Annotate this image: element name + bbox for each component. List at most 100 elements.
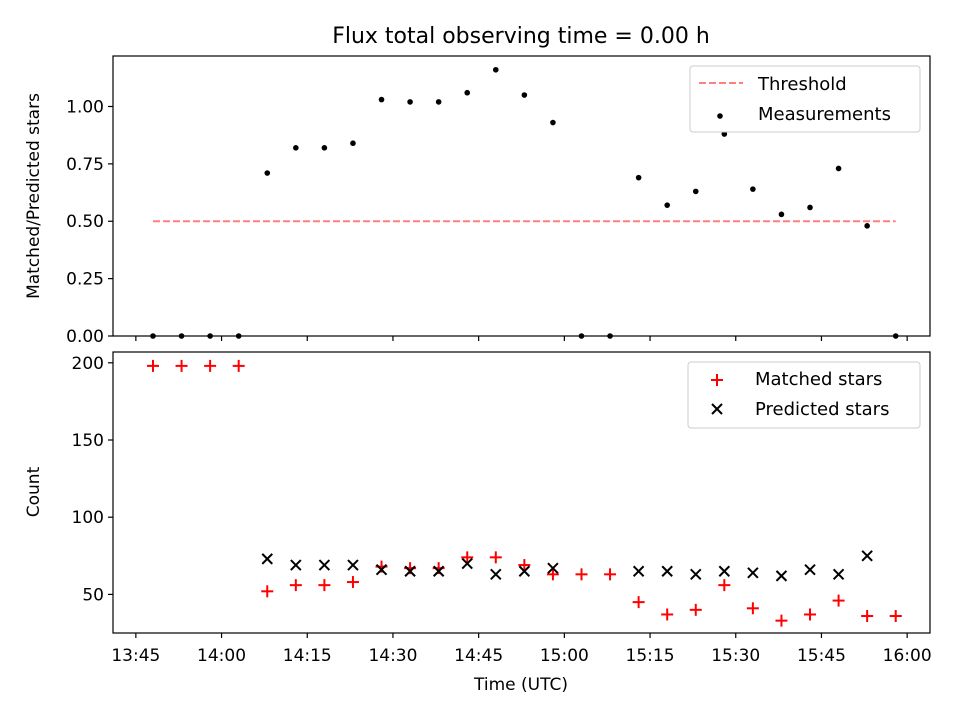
bottom-y-tick-label: 100 [72, 508, 104, 528]
legend-measurements-swatch [717, 113, 723, 119]
bottom-y-axis-label: Count [24, 466, 44, 517]
top-x-ticks [135, 336, 908, 341]
x-tick-label: 15:00 [540, 646, 589, 666]
bottom-y-tick-label: 50 [82, 585, 104, 605]
matched-star-point [232, 359, 245, 372]
measurement-point [778, 211, 785, 218]
matched-star-point [489, 551, 502, 564]
matched-star-point [546, 568, 559, 581]
top-y-tick-label: 0.00 [66, 327, 104, 347]
predicted-star-point [832, 568, 845, 581]
measurement-point [264, 170, 271, 176]
measurement-point [464, 89, 471, 96]
predicted-star-point [804, 563, 816, 576]
top-legend-box [689, 65, 921, 133]
predicted-star-point [261, 553, 273, 565]
x-tick-label: 15:30 [711, 646, 760, 666]
predicted-star-point [518, 565, 531, 577]
x-tick-label: 14:15 [283, 646, 332, 666]
legend-measurements-label: Measurements [758, 104, 891, 125]
top-y-tick-label: 0.25 [66, 270, 104, 290]
measurement-point [607, 333, 613, 339]
matched-star-point [204, 359, 217, 372]
bottom-y-tick-label: 150 [72, 431, 104, 451]
predicted-star-point [404, 565, 416, 577]
bottom-x-ticks: 13:45 14:00 14:15 14:30 14:45 15:00 15:15 15:30… [111, 633, 932, 666]
matched-star-point [146, 359, 159, 372]
predicted-star-point [861, 550, 873, 562]
top-plot-frame [112, 55, 931, 337]
matched-star-point [832, 594, 845, 607]
predicted-star-point [375, 563, 388, 576]
x-tick-label: 14:30 [368, 646, 417, 666]
measurement-point [207, 333, 213, 339]
measurement-point [293, 145, 299, 151]
predicted-star-point [432, 565, 445, 577]
chart-title: Flux total observing time = 0.00 h [332, 24, 710, 49]
bottom-plot-area: 50 100 150 200 13:45 14:00 14:15 14:30 14:45 15:… [72, 351, 932, 666]
bottom-y-ticks: 50 100 150 200 [72, 354, 113, 605]
x-tick-label: 13:45 [111, 646, 160, 666]
top-plot-area: 0.00 0.25 0.50 0.75 1.00 Threshold Measureme… [66, 55, 931, 347]
x-axis-label: Time (UTC) [473, 675, 568, 695]
matched-star-point [575, 568, 588, 581]
top-legend: Threshold Measurements [689, 65, 921, 133]
x-tick-label: 15:45 [797, 646, 846, 666]
measurement-point [892, 333, 899, 339]
predicted-star-point [661, 565, 673, 577]
top-y-ticks: 0.00 0.25 0.50 0.75 1.00 [66, 97, 113, 347]
top-y-axis-label: Matched/Predicted stars [24, 93, 44, 299]
matched-star-point [632, 596, 645, 609]
predicted-star-point [461, 557, 473, 570]
measurement-point [521, 92, 528, 98]
measurement-point [150, 333, 156, 339]
predicted-star-point [775, 570, 788, 582]
matched-star-point [261, 585, 274, 598]
matched-star-point [861, 610, 874, 623]
measurement-point [178, 333, 185, 339]
legend-matched-label: Matched stars [755, 369, 882, 390]
predicted-star-point [690, 568, 702, 581]
top-data-marks [150, 66, 899, 339]
predicted-star-point [490, 568, 502, 581]
measurement-point [807, 204, 813, 211]
matched-star-point [175, 359, 188, 372]
top-y-tick-label: 1.00 [66, 97, 104, 117]
predicted-star-point [718, 565, 731, 577]
measurement-point [378, 96, 385, 103]
matched-star-point [689, 603, 702, 616]
measurement-point [321, 145, 328, 151]
predicted-star-point [318, 559, 331, 571]
bottom-plot-frame [112, 351, 931, 634]
predicted-star-point [747, 567, 759, 579]
measurement-point [235, 333, 242, 339]
predicted-star-point [347, 559, 359, 571]
predicted-star-point [290, 559, 302, 571]
measurement-point [750, 186, 756, 192]
bottom-legend-box [687, 361, 921, 429]
measurement-point [350, 140, 356, 147]
measurement-point [664, 202, 670, 208]
measurement-point [435, 99, 442, 105]
matched-star-point [746, 602, 759, 615]
measurement-point [635, 174, 642, 181]
x-tick-label: 16:00 [883, 646, 932, 666]
measurement-point [578, 333, 585, 339]
top-y-tick-label: 0.50 [66, 212, 104, 232]
matched-star-point [889, 610, 902, 623]
matched-star-point [289, 579, 302, 592]
matched-star-point [775, 614, 788, 627]
matched-star-point [661, 608, 674, 621]
matched-star-point [718, 579, 731, 592]
measurement-point [692, 188, 699, 195]
matched-star-point [804, 608, 817, 621]
x-tick-label: 15:15 [626, 646, 675, 666]
bottom-y-tick-label: 200 [72, 354, 104, 374]
x-tick-label: 14:00 [197, 646, 246, 666]
measurement-point [721, 131, 728, 137]
bottom-legend: Matched stars Predicted stars [687, 361, 921, 429]
measurement-point [835, 165, 842, 172]
predicted-star-point [632, 565, 645, 577]
legend-matched-swatch [711, 374, 723, 386]
